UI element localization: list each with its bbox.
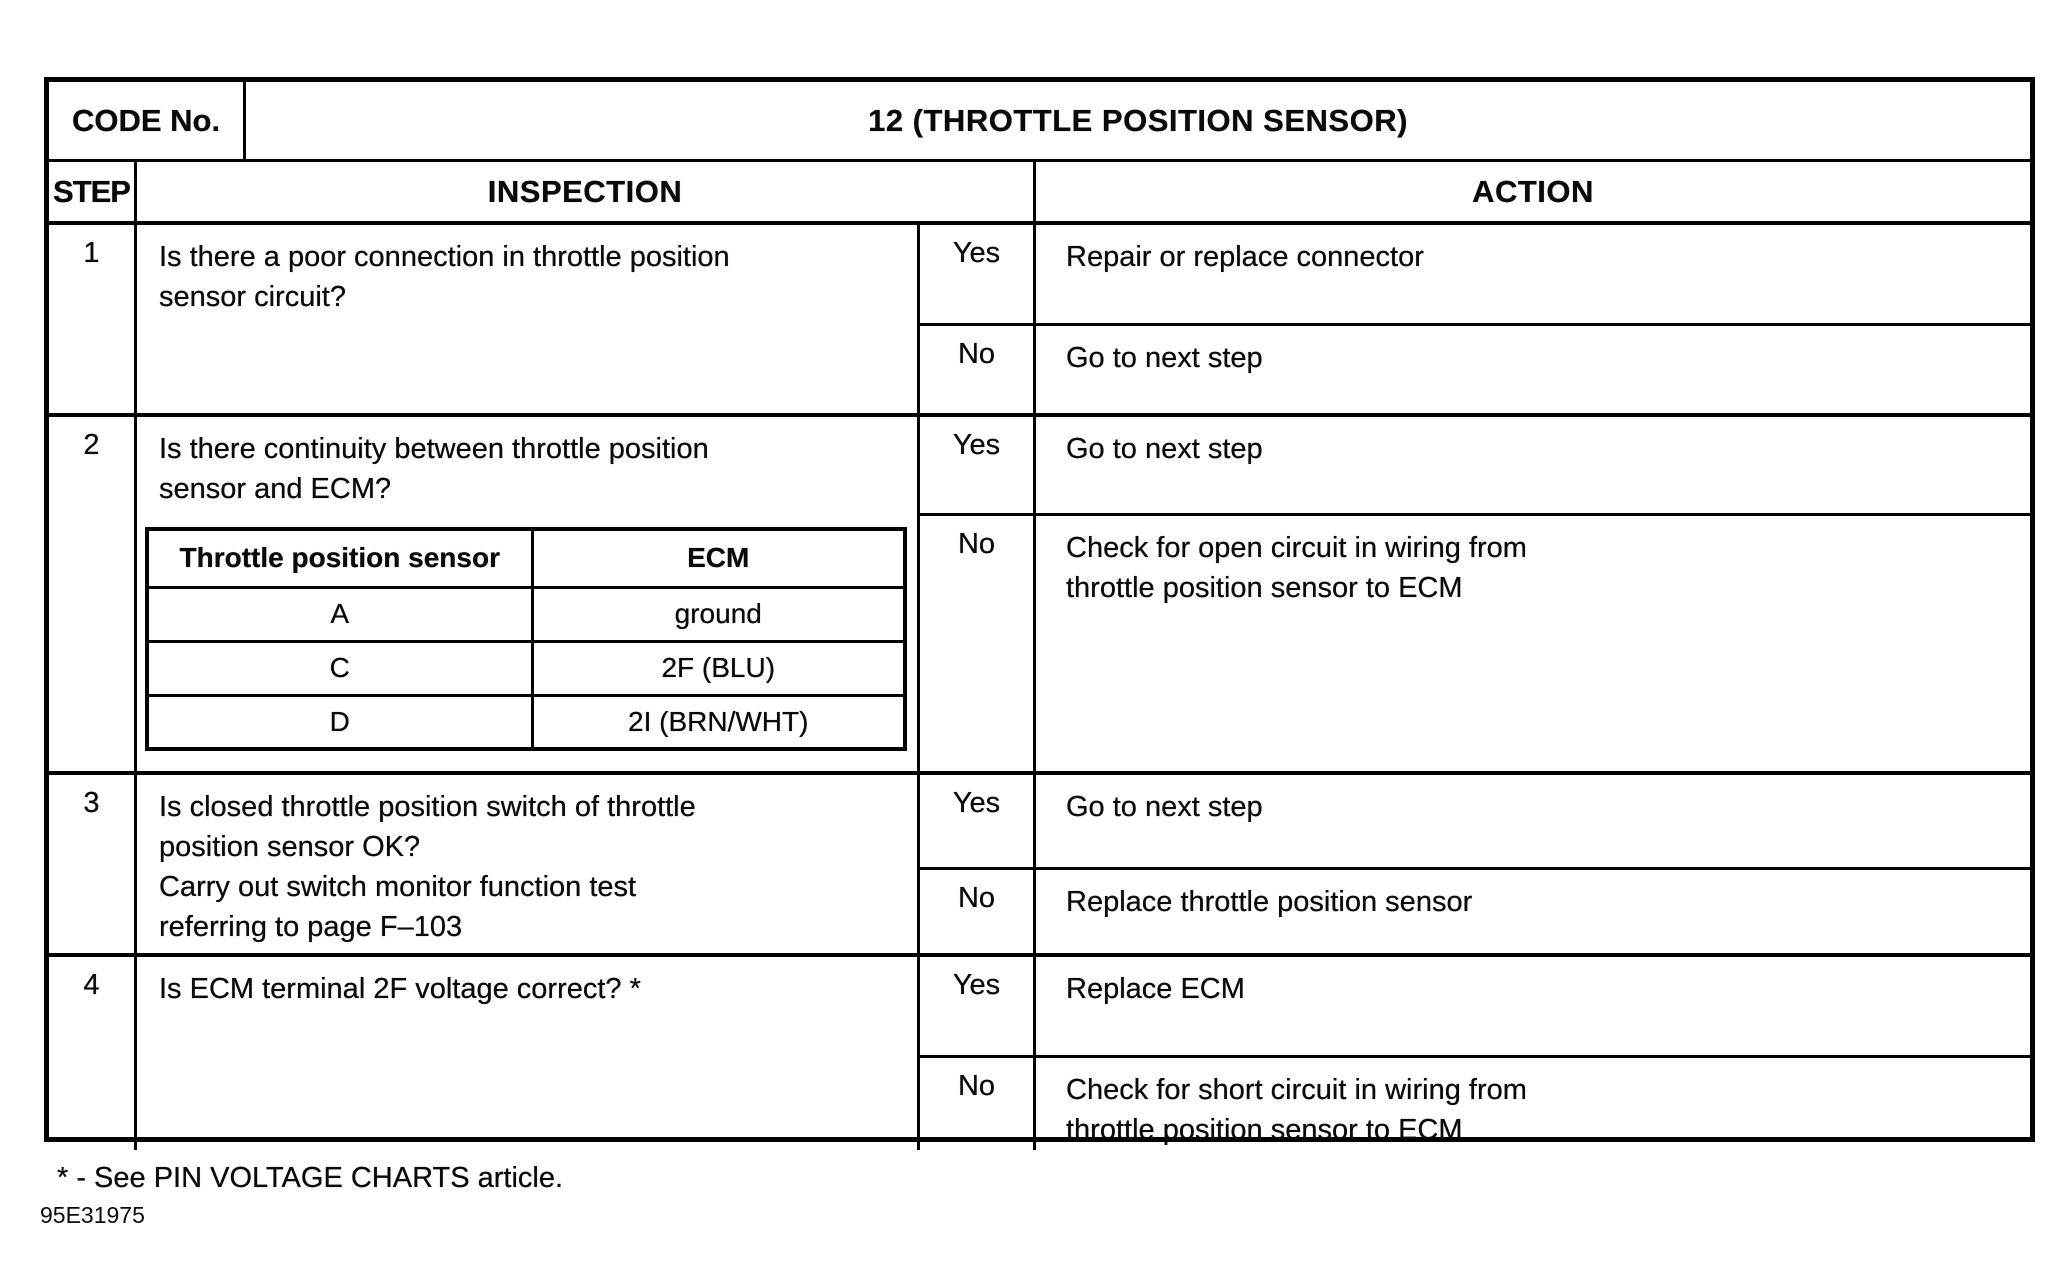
- inspection-question: Is ECM terminal 2F voltage correct? *: [159, 973, 641, 1005]
- document-reference-code: 95E31975: [40, 1202, 145, 1228]
- action-yes: Go to next step: [1066, 791, 1263, 823]
- sensor-terminal: C: [145, 639, 534, 697]
- answer-yes: Yes: [920, 775, 1036, 867]
- inspection-question: Is there a poor connection in throttle p…: [159, 241, 730, 313]
- step-number: 1: [49, 225, 137, 413]
- answer-yes: Yes: [920, 225, 1036, 323]
- table-row: Throttle position sensor ECM: [145, 527, 907, 589]
- terminal-continuity-table: Throttle position sensor ECM A ground C …: [145, 527, 907, 751]
- table-row: A ground: [145, 585, 907, 643]
- inspection-cell: Is there continuity between throttle pos…: [137, 417, 920, 771]
- step-row-4: 4 Is ECM terminal 2F voltage correct? * …: [49, 957, 2030, 1150]
- ecm-terminal: 2I (BRN/WHT): [530, 693, 907, 751]
- inspection-cell: Is closed throttle position switch of th…: [137, 775, 920, 953]
- subtable-col2-header: ECM: [530, 527, 907, 589]
- inspection-cell: Is there a poor connection in throttle p…: [137, 225, 920, 413]
- sensor-terminal: D: [145, 693, 534, 751]
- step-number: 4: [49, 957, 137, 1150]
- action-yes: Replace ECM: [1066, 973, 1245, 1005]
- action-no: Replace throttle position sensor: [1036, 867, 2030, 953]
- answer-no: No: [920, 323, 1036, 413]
- answer-no: No: [920, 513, 1036, 771]
- step-row-1: 1 Is there a poor connection in throttle…: [49, 225, 2030, 417]
- code-number-value: 12 (THROTTLE POSITION SENSOR): [868, 102, 1408, 138]
- action-no: Check for short circuit in wiring from t…: [1036, 1055, 2030, 1150]
- code-number-label: CODE No.: [49, 82, 246, 159]
- action-no: Check for open circuit in wiring from th…: [1036, 513, 2030, 771]
- ecm-terminal: ground: [530, 585, 907, 643]
- step-row-2: 2 Is there continuity between throttle p…: [49, 417, 2030, 775]
- inspection-question: Is closed throttle position switch of th…: [159, 791, 696, 943]
- code-row: CODE No. 12 (THROTTLE POSITION SENSOR): [49, 82, 2030, 162]
- step-number: 2: [49, 417, 137, 771]
- step-number: 3: [49, 775, 137, 953]
- action-yes: Repair or replace connector: [1066, 241, 1424, 273]
- inspection-question: Is there continuity between throttle pos…: [159, 433, 709, 505]
- column-header-row: STEP INSPECTION ACTION: [49, 162, 2030, 225]
- step-row-3: 3 Is closed throttle position switch of …: [49, 775, 2030, 957]
- answer-no: No: [920, 1055, 1036, 1150]
- sensor-terminal: A: [145, 585, 534, 643]
- pin-voltage-footnote: * - See PIN VOLTAGE CHARTS article.: [57, 1162, 564, 1194]
- subtable-col1-header: Throttle position sensor: [145, 527, 534, 589]
- action-yes: Go to next step: [1066, 433, 1263, 465]
- answer-yes: Yes: [920, 957, 1036, 1055]
- table-row: D 2I (BRN/WHT): [145, 693, 907, 751]
- action-no: Go to next step: [1036, 323, 2030, 413]
- inspection-column-header: INSPECTION: [137, 162, 1036, 221]
- table-row: C 2F (BLU): [145, 639, 907, 697]
- answer-no: No: [920, 867, 1036, 953]
- step-column-header: STEP: [49, 162, 137, 221]
- diagnostic-code-table: CODE No. 12 (THROTTLE POSITION SENSOR) S…: [44, 77, 2035, 1150]
- action-column-header: ACTION: [1472, 173, 1594, 209]
- inspection-cell: Is ECM terminal 2F voltage correct? *: [137, 957, 920, 1150]
- answer-yes: Yes: [920, 417, 1036, 513]
- ecm-terminal: 2F (BLU): [530, 639, 907, 697]
